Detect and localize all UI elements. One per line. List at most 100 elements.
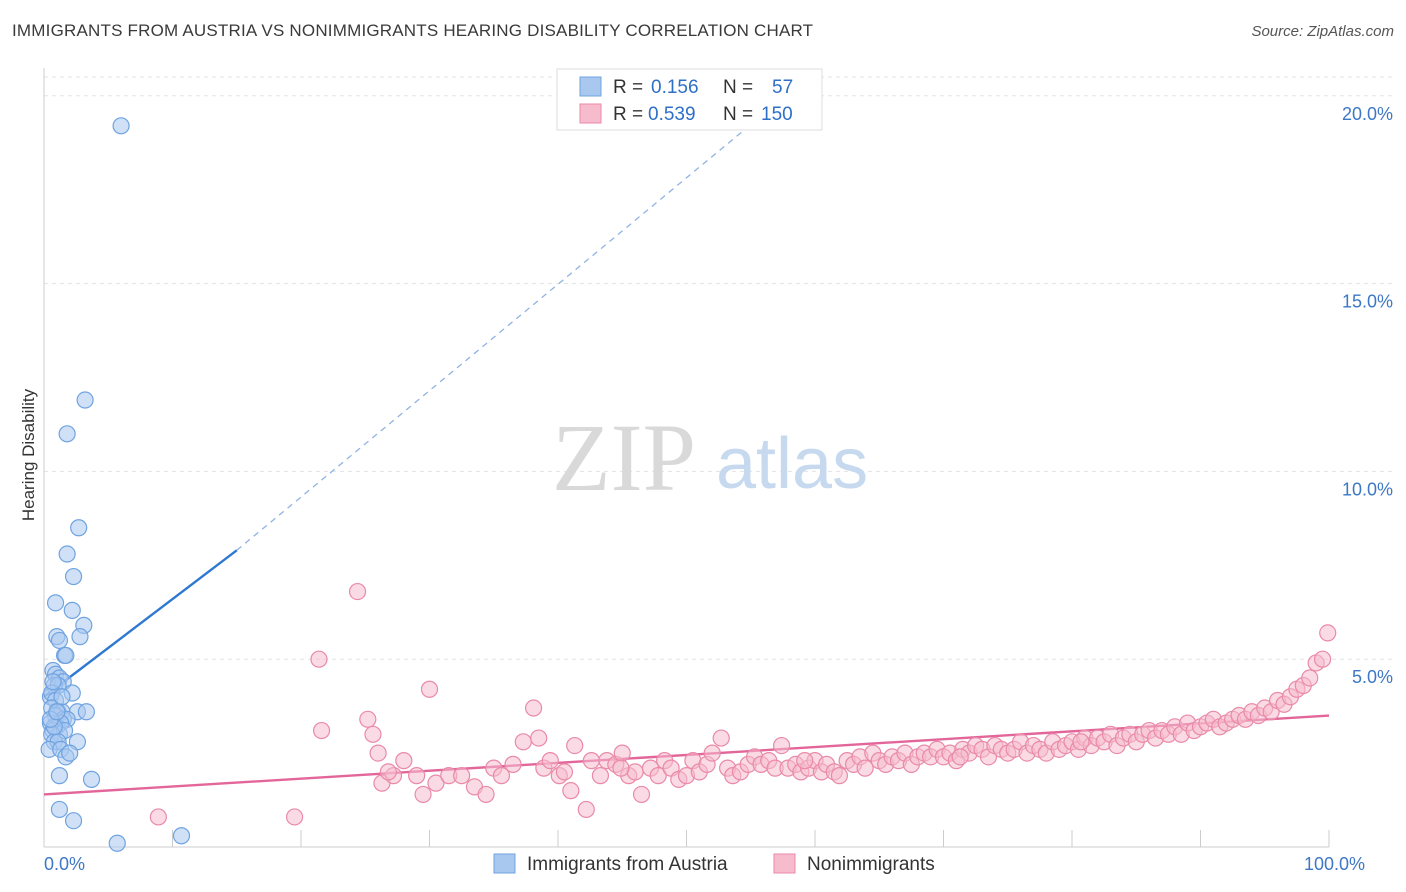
point-series1-4 <box>348 582 367 601</box>
point-series1-147 <box>379 763 397 781</box>
point-series0-0 <box>112 117 130 135</box>
point-series1-14 <box>427 774 445 792</box>
legend-n-value-1: 57 <box>772 77 793 98</box>
point-series1-3 <box>312 721 331 740</box>
watermark: ZIP atlas <box>552 404 868 511</box>
point-series0-50 <box>108 834 126 852</box>
series-legend-austria: Immigrants from Austria <box>527 854 728 875</box>
point-series0-48 <box>50 800 69 819</box>
chart-source: Source: ZipAtlas.com <box>1251 23 1394 40</box>
point-series1-6 <box>364 725 382 743</box>
watermark-zip: ZIP <box>552 404 696 511</box>
point-series1-68 <box>830 767 849 785</box>
point-series1-1 <box>285 808 304 826</box>
point-series1-10 <box>395 752 413 770</box>
point-series0-51 <box>172 827 191 845</box>
point-series1-36 <box>613 744 631 762</box>
point-series1-33 <box>591 767 610 785</box>
legend-n-value-2: 150 <box>761 104 793 125</box>
point-series1-146 <box>1072 733 1090 751</box>
point-series1-24 <box>530 729 548 747</box>
point-series1-18 <box>477 785 495 804</box>
series-legend-nonimmigrants: Nonimmigrants <box>807 854 935 875</box>
series-legend-swatch-austria <box>493 853 516 874</box>
x-tick-label-1: 100.0% <box>1304 854 1365 874</box>
series-legend-swatch-nonimmigrants <box>773 853 796 874</box>
point-series0-55 <box>48 703 66 721</box>
point-series1-28 <box>555 763 574 781</box>
legend-r-label-1: R = <box>613 77 643 98</box>
point-series1-5 <box>359 710 377 728</box>
point-series1-59 <box>772 736 791 755</box>
point-series1-16 <box>453 767 471 785</box>
point-series0-11 <box>71 628 89 646</box>
chart-title: IMMIGRANTS FROM AUSTRIA VS NONIMMIGRANTS… <box>12 21 814 40</box>
watermark-atlas: atlas <box>716 424 868 504</box>
point-series0-45 <box>61 744 79 762</box>
point-series1-39 <box>632 785 651 804</box>
legend-n-label-1: N = <box>723 77 753 98</box>
point-series0-2 <box>58 425 76 443</box>
point-series0-3 <box>70 519 88 537</box>
legend-n-label-2: N = <box>723 104 753 125</box>
point-series1-38 <box>626 763 644 781</box>
trend-line-austria <box>43 549 238 698</box>
point-series0-6 <box>46 594 65 612</box>
series-legend: Immigrants from Austria Nonimmigrants <box>493 853 935 875</box>
point-series1-30 <box>566 736 584 755</box>
point-series0-46 <box>50 767 69 785</box>
point-series0-56 <box>44 673 62 691</box>
point-series1-31 <box>577 800 595 819</box>
point-series1-141 <box>1301 669 1319 687</box>
point-series1-26 <box>541 752 559 770</box>
point-series0-28 <box>77 703 96 721</box>
point-series1-0 <box>149 808 167 826</box>
point-series1-22 <box>514 733 532 751</box>
point-series1-144 <box>1319 624 1337 642</box>
point-series1-50 <box>712 729 730 747</box>
point-series1-72 <box>856 759 874 777</box>
legend-swatch-nonimmigrants <box>579 103 602 124</box>
point-series1-32 <box>582 752 601 770</box>
point-series0-13 <box>57 646 75 665</box>
x-tick-label-0: 0.0% <box>44 854 85 874</box>
point-series1-29 <box>562 782 580 800</box>
point-series0-1 <box>76 391 94 409</box>
point-series0-10 <box>50 631 69 650</box>
y-tick-label-3: 20.0% <box>1342 104 1393 124</box>
point-series0-4 <box>58 545 76 563</box>
data-points <box>40 117 1337 852</box>
trend-line-austria-extension <box>236 102 777 551</box>
point-series1-41 <box>649 767 667 785</box>
point-series1-23 <box>524 699 543 717</box>
point-series1-143 <box>1313 650 1332 668</box>
point-series1-149 <box>796 752 814 770</box>
y-axis-label: Hearing Disability <box>19 388 38 521</box>
legend-r-label-2: R = <box>613 104 643 125</box>
point-series1-12 <box>414 785 432 804</box>
point-series0-49 <box>64 812 83 830</box>
point-series1-21 <box>504 755 522 773</box>
point-series1-20 <box>492 767 511 785</box>
point-series1-7 <box>369 744 387 762</box>
legend-box: R = 0.156 N = 57 R = 0.539 N = 150 <box>556 68 823 131</box>
point-series1-13 <box>420 680 439 698</box>
point-series0-5 <box>64 567 83 586</box>
legend-r-value-1: 0.156 <box>651 77 699 98</box>
tick-labels: 5.0% 10.0% 15.0% 20.0% 0.0% 100.0% <box>44 104 1393 874</box>
legend-r-value-2: 0.539 <box>648 104 696 125</box>
point-series1-145 <box>951 748 969 766</box>
point-series1-49 <box>703 744 721 762</box>
point-series0-7 <box>63 601 81 619</box>
point-series1-148 <box>612 759 630 777</box>
point-series1-11 <box>408 767 426 785</box>
point-series1-2 <box>310 650 328 668</box>
y-tick-label-2: 15.0% <box>1342 292 1393 312</box>
gridlines <box>44 76 1392 660</box>
y-tick-label-1: 10.0% <box>1342 479 1393 499</box>
point-series0-47 <box>82 770 101 788</box>
y-tick-label-0: 5.0% <box>1352 667 1393 687</box>
legend-swatch-austria <box>579 76 602 97</box>
point-series0-54 <box>53 688 71 706</box>
